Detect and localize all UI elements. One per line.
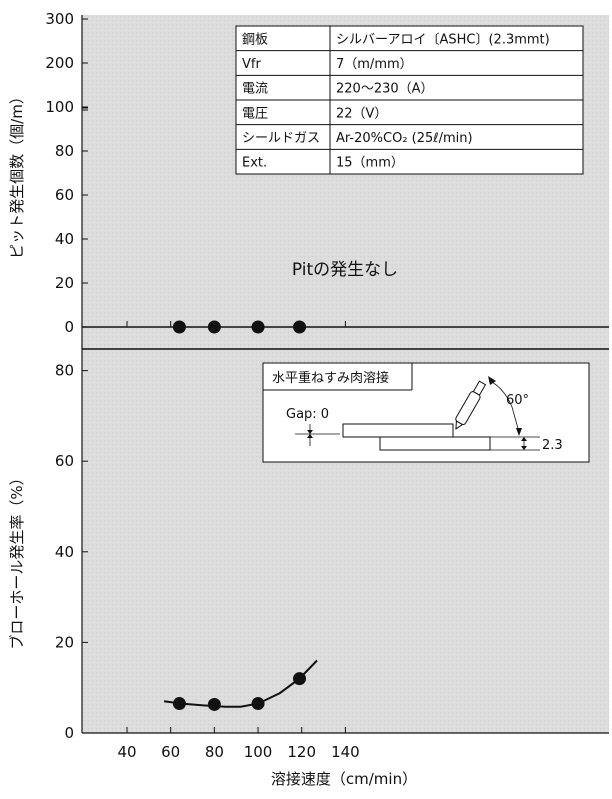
top-y-ticks: 0 20 40 60 80 100 200 300	[45, 10, 88, 336]
table-row-label: 鋼板	[242, 32, 268, 47]
table-row-label: 電圧	[242, 106, 268, 121]
bottom-y-tick-label: 60	[55, 452, 74, 470]
bottom-y-tick-label: 40	[55, 543, 74, 561]
x-tick-label: 60	[161, 743, 180, 761]
top-y-tick-label: 300	[45, 10, 74, 28]
blowhole-data-point	[251, 697, 265, 711]
table-row-label: Ext.	[242, 156, 267, 171]
bottom-y-tick-label: 20	[55, 633, 74, 651]
bottom-y-tick-label: 0	[64, 724, 74, 742]
pit-data-point	[251, 320, 265, 334]
welding-torch	[455, 380, 487, 430]
bottom-y-ticks: 0 20 40 60 80	[55, 362, 88, 742]
top-y-tick-label: 60	[55, 186, 74, 204]
x-axis-title: 溶接速度（cm/min）	[271, 770, 417, 788]
pit-data-point	[207, 320, 221, 334]
bottom-x-ticks: 40 60 80 100 120 140	[117, 727, 360, 761]
bottom-y-tick-label: 80	[55, 362, 74, 380]
top-y-tick-label: 200	[45, 54, 74, 72]
table-row-label: シールドガス	[242, 131, 320, 146]
inset-title: 水平重ねすみ肉溶接	[272, 370, 389, 386]
axis-break	[82, 107, 88, 111]
table-row-value: Ar-20%CO₂ (25ℓ/min)	[336, 131, 473, 146]
blowhole-data-point	[293, 672, 307, 686]
x-tick-label: 40	[117, 743, 136, 761]
blowhole-data-points	[172, 672, 307, 711]
table-row-value: 7（m/mm）	[336, 57, 413, 72]
top-y-tick-label: 100	[45, 98, 74, 116]
x-tick-label: 80	[205, 743, 224, 761]
table-row-value: 220〜230（A）	[336, 82, 434, 97]
blowhole-trend-curve	[163, 659, 318, 708]
x-tick-label: 100	[244, 743, 273, 761]
top-y-tick-label: 40	[55, 230, 74, 248]
table-row-label: Vfr	[242, 57, 261, 72]
top-y-axis-title: ピット発生個数（個/m）	[8, 89, 26, 259]
pit-data-point	[172, 320, 186, 334]
lower-plate	[379, 436, 491, 451]
thickness-label: 2.3	[542, 438, 563, 453]
gap-label: Gap: 0	[286, 407, 329, 422]
pit-data-point	[293, 320, 307, 334]
x-tick-label: 140	[331, 743, 360, 761]
angle-label: 60°	[506, 393, 529, 408]
conditions-table: 鋼板 シルバーアロイ〔ASHC〕(2.3mmt) Vfr 7（m/mm） 電流 220〜2…	[235, 25, 584, 175]
table-row-value: シルバーアロイ〔ASHC〕(2.3mmt)	[336, 32, 550, 47]
blowhole-data-point	[172, 697, 186, 711]
x-tick-label: 120	[287, 743, 316, 761]
top-y-tick-label: 0	[64, 318, 74, 336]
welding-inset: 水平重ねすみ肉溶接 Gap: 0 60° 2.3	[262, 362, 590, 463]
upper-plate	[342, 423, 454, 438]
bottom-y-axis-title: ブローホール発生率（%）	[8, 470, 26, 649]
table-row-label: 電流	[242, 82, 268, 97]
blowhole-data-point	[207, 697, 221, 711]
top-y-tick-label: 80	[55, 142, 74, 160]
pit-data-points	[172, 320, 307, 334]
no-pit-annotation: Pitの発生なし	[292, 260, 398, 280]
top-y-tick-label: 20	[55, 274, 74, 292]
table-row-value: 22（V）	[336, 106, 387, 121]
table-row-value: 15（mm）	[336, 156, 404, 171]
